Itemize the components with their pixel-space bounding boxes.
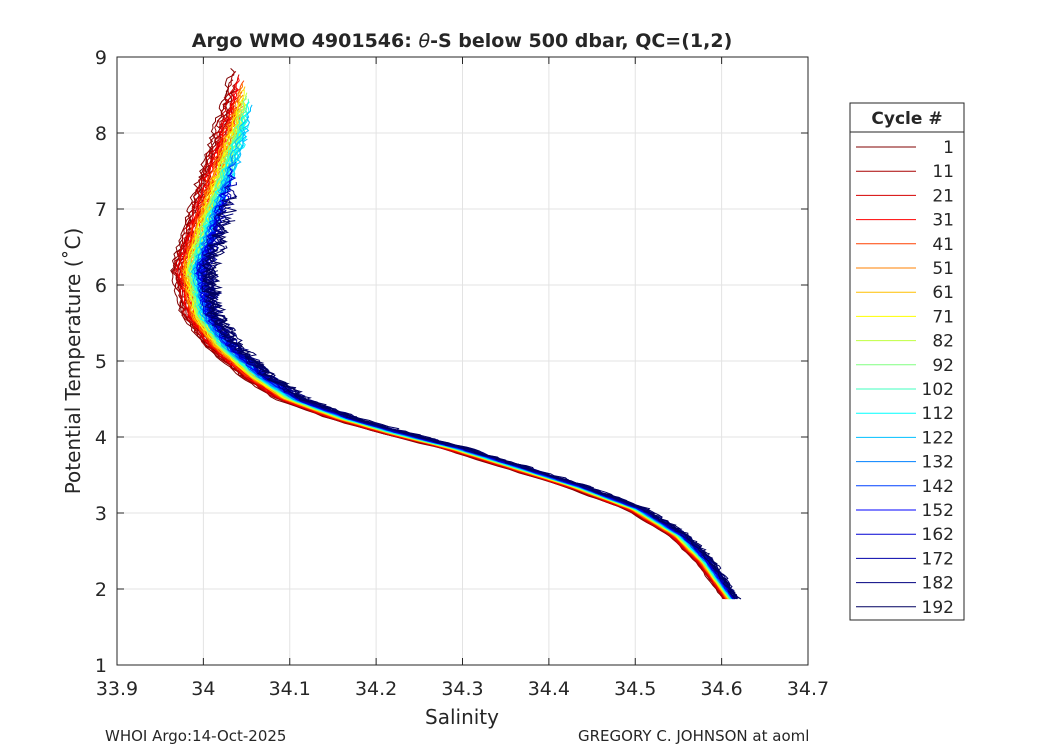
- legend-label-cycle-142: 142: [922, 477, 954, 497]
- series-line-cycle-31: [176, 77, 727, 600]
- footer-right: GREGORY C. JOHNSON at aoml: [578, 727, 809, 745]
- x-axis-label: Salinity: [425, 705, 499, 729]
- legend-label-cycle-182: 182: [922, 574, 954, 594]
- x-tick-label: 34.2: [355, 678, 397, 700]
- y-axis-ticks: 1 2 3 4 5 6 7 8 9: [95, 47, 808, 677]
- y-tick-label: 9: [95, 47, 107, 69]
- chart-title: Argo WMO 4901546: θ-S below 500 dbar, QC…: [192, 30, 733, 52]
- x-tick-label: 34.4: [528, 678, 570, 700]
- x-tick-label: 34: [191, 678, 215, 700]
- x-tick-label: 34.3: [441, 678, 483, 700]
- legend-label-cycle-92: 92: [932, 356, 954, 376]
- footer-left: WHOI Argo:14-Oct-2025: [105, 727, 286, 745]
- series-line-cycle-192: [201, 220, 738, 599]
- legend: Cycle # 11121314151617182921021121221321…: [849, 102, 965, 621]
- y-tick-label: 2: [95, 579, 107, 601]
- data-series-group: [170, 68, 742, 600]
- legend-label-cycle-112: 112: [922, 404, 954, 424]
- legend-label-cycle-82: 82: [932, 332, 954, 352]
- legend-label-cycle-122: 122: [922, 428, 954, 448]
- y-tick-label: 5: [95, 351, 107, 373]
- y-tick-label: 1: [95, 655, 107, 677]
- y-tick-label: 4: [95, 427, 107, 449]
- legend-label-cycle-51: 51: [932, 259, 954, 279]
- y-tick-label: 6: [95, 275, 107, 297]
- x-tick-label: 34.6: [700, 678, 742, 700]
- y-tick-label: 8: [95, 123, 107, 145]
- x-tick-label: 33.9: [96, 678, 138, 700]
- series-line-cycle-192: [206, 270, 742, 600]
- series-line-cycle-132: [193, 155, 733, 600]
- legend-label-cycle-162: 162: [922, 525, 954, 545]
- x-tick-label: 34.5: [614, 678, 656, 700]
- legend-items: 1112131415161718292102112122132142152162…: [856, 138, 954, 618]
- legend-label-cycle-102: 102: [922, 380, 954, 400]
- legend-label-cycle-172: 172: [922, 549, 954, 569]
- series-line-cycle-51: [181, 83, 728, 600]
- legend-label-cycle-21: 21: [932, 186, 954, 206]
- y-axis-label: Potential Temperature (˚C): [61, 228, 85, 495]
- legend-label-cycle-192: 192: [922, 598, 954, 618]
- legend-label-cycle-132: 132: [922, 453, 954, 473]
- legend-label-cycle-31: 31: [932, 211, 954, 231]
- x-axis-ticks: 33.9 34 34.1 34.2 34.3 34.4 34.5 34.6 34.7: [96, 57, 829, 700]
- series-line-cycle-1: [170, 68, 724, 600]
- y-tick-label: 7: [95, 199, 107, 221]
- y-tick-label: 3: [95, 503, 107, 525]
- legend-label-cycle-71: 71: [932, 307, 954, 327]
- legend-label-cycle-1: 1: [943, 138, 954, 158]
- legend-label-cycle-61: 61: [932, 283, 954, 303]
- legend-label-cycle-152: 152: [922, 501, 954, 521]
- x-tick-label: 34.1: [269, 678, 311, 700]
- legend-title: Cycle #: [871, 109, 942, 129]
- legend-label-cycle-41: 41: [932, 235, 954, 255]
- x-tick-label: 34.7: [787, 678, 829, 700]
- legend-label-cycle-11: 11: [932, 162, 954, 182]
